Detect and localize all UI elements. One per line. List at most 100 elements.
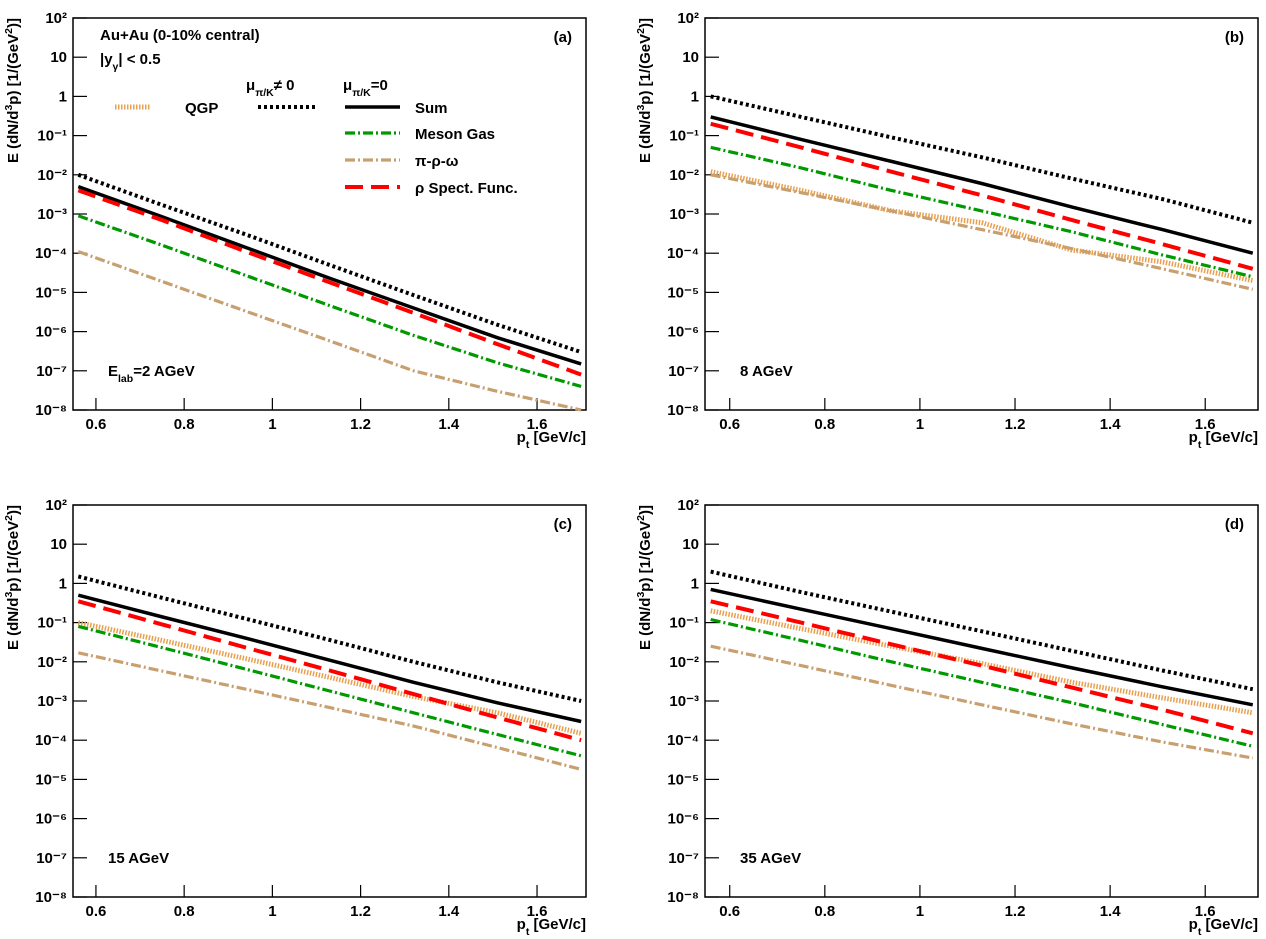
text-part: E	[108, 363, 118, 380]
annotation: 15 AGeV	[108, 850, 169, 867]
text-part: t	[526, 926, 530, 938]
y-tick-label: 10⁻⁶	[667, 811, 699, 828]
text-part: p) [1/(GeV	[637, 521, 654, 592]
y-tick-label: 10⁻³	[669, 206, 699, 223]
series-line	[710, 569, 1254, 692]
y-tick-label: 10⁻⁶	[35, 324, 67, 341]
text-part: lab	[118, 373, 133, 385]
text-part: μ	[246, 77, 255, 94]
y-tick-label: 10⁻⁴	[35, 245, 67, 262]
annotation: 35 AGeV	[740, 850, 801, 867]
y-tick-label: 10⁻⁸	[667, 402, 699, 419]
text-part: p	[1189, 916, 1198, 933]
text-part: 2	[635, 28, 647, 34]
y-tick-label: 10²	[45, 10, 67, 27]
panel-label: (d)	[1225, 516, 1244, 533]
x-tick-label: 0.6	[86, 416, 107, 433]
legend-label: QGP	[185, 100, 218, 117]
series-line	[77, 574, 582, 703]
text-part: [GeV/c]	[1201, 916, 1258, 933]
x-tick-label: 1	[916, 903, 924, 920]
panel-label: (c)	[554, 516, 572, 533]
text-part: 8 AGeV	[740, 363, 793, 380]
y-tick-label: 10⁻⁴	[667, 245, 699, 262]
text-part: π/K	[255, 87, 274, 99]
y-tick-label: 1	[691, 88, 699, 105]
y-tick-label: 10	[682, 536, 699, 553]
x-tick-label: 0.8	[814, 903, 835, 920]
y-tick-label: 10⁻¹	[37, 615, 67, 632]
text-part: 3	[635, 105, 647, 111]
x-tick-label: 1.4	[438, 416, 460, 433]
y-tick-label: 10	[682, 49, 699, 66]
series-line	[710, 115, 1254, 255]
text-part: p	[1189, 429, 1198, 446]
legend-header: μπ/K=0	[343, 77, 388, 99]
y-tick-label: 10⁻⁵	[35, 771, 67, 788]
x-tick-label: 0.8	[814, 416, 835, 433]
y-tick-label: 10⁻⁵	[35, 284, 67, 301]
text-part: [GeV/c]	[529, 916, 586, 933]
series-line	[77, 624, 582, 758]
y-tick-label: 10⁻⁸	[35, 889, 67, 906]
y-tick-label: 10	[50, 49, 67, 66]
x-tick-label: 1	[916, 416, 924, 433]
x-tick-label: 1.4	[1100, 416, 1122, 433]
x-tick-label: 1.2	[1005, 903, 1026, 920]
y-tick-label: 10⁻⁷	[668, 850, 699, 867]
y-tick-label: 10⁻³	[37, 693, 67, 710]
x-tick-label: 1	[268, 903, 276, 920]
y-axis-label: E (dN/d3p) [1/(GeV2)]	[3, 18, 22, 163]
series-line	[710, 145, 1254, 279]
text-part: 3	[635, 592, 647, 598]
text-part: )]	[637, 18, 654, 28]
plot-frame	[72, 504, 587, 898]
y-tick-label: 10⁻¹	[37, 128, 67, 145]
text-part: p) [1/(GeV	[637, 34, 654, 105]
y-tick-label: 10²	[677, 10, 699, 27]
plot-frame	[704, 17, 1259, 411]
text-part: E (dN/d	[637, 111, 654, 164]
y-tick-label: 10⁻²	[669, 654, 699, 671]
text-part: p) [1/(GeV	[5, 34, 22, 105]
text-part: E (dN/d	[5, 598, 22, 651]
text-part: 3	[3, 592, 15, 598]
text-part: 2	[3, 28, 15, 34]
x-tick-label: 1	[268, 416, 276, 433]
y-tick-label: 10⁻²	[669, 167, 699, 184]
x-tick-label: 0.6	[719, 416, 740, 433]
y-tick-label: 10⁻⁵	[667, 771, 699, 788]
text-part: μ	[343, 77, 352, 94]
plot-frame	[704, 504, 1259, 898]
text-part: 2	[3, 515, 15, 521]
y-tick-label: 10	[50, 536, 67, 553]
legend-label: π-ρ-ω	[415, 153, 459, 170]
x-tick-label: 1.6	[1195, 416, 1216, 433]
y-axis-label: E (dN/d3p) [1/(GeV2)]	[635, 505, 654, 650]
x-axis-label: pt [GeV/c]	[517, 429, 586, 451]
x-axis-label: pt [GeV/c]	[1189, 916, 1258, 938]
text-part: [GeV/c]	[1201, 429, 1258, 446]
text-part: )]	[637, 505, 654, 515]
series-line	[710, 169, 1254, 284]
series-line	[710, 173, 1254, 291]
x-axis-label: pt [GeV/c]	[517, 916, 586, 938]
panel-label: (a)	[554, 29, 572, 46]
y-axis-label: E (dN/d3p) [1/(GeV2)]	[3, 505, 22, 650]
annotation: Elab=2 AGeV	[108, 363, 195, 385]
y-tick-label: 10⁻³	[37, 206, 67, 223]
y-tick-label: 10⁻⁷	[36, 363, 67, 380]
text-part: |y	[100, 51, 113, 68]
chart-subtitle: |yγ| < 0.5	[100, 51, 161, 73]
y-tick-label: 1	[59, 88, 67, 105]
text-part: γ	[113, 61, 119, 73]
text-part: [GeV/c]	[529, 429, 586, 446]
legend-header: μπ/K≠ 0	[246, 77, 294, 99]
y-tick-label: 10⁻³	[669, 693, 699, 710]
x-tick-label: 1.6	[527, 416, 548, 433]
text-part: 2	[635, 515, 647, 521]
series-line	[710, 121, 1254, 271]
x-tick-label: 0.8	[174, 903, 195, 920]
series-line	[77, 599, 582, 743]
y-tick-label: 10²	[677, 497, 699, 514]
